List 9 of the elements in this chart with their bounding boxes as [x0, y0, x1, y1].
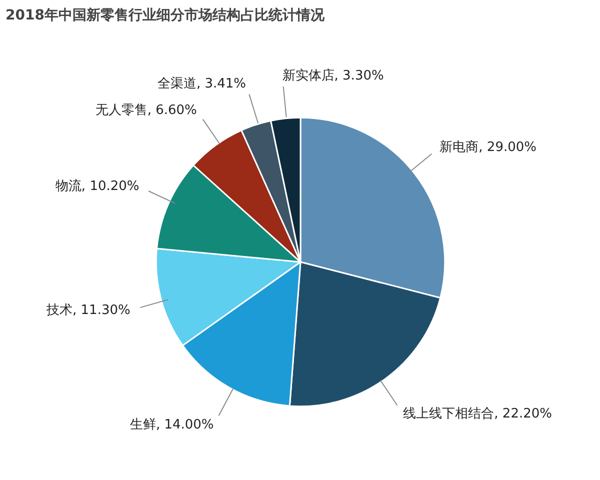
slice-label: 线上线下相结合, 22.20%	[403, 406, 552, 422]
slice-label: 新电商, 29.00%	[440, 140, 536, 155]
chart-title: 2018年中国新零售行业细分市场结构占比统计情况	[6, 6, 326, 24]
slice-label: 物流, 10.20%	[55, 178, 140, 194]
slice-label: 无人零售, 6.60%	[95, 103, 197, 118]
slice-label: 全渠道, 3.41%	[157, 76, 246, 92]
slice-label: 新实体店, 3.30%	[282, 67, 384, 84]
slice-label: 生鲜, 14.00%	[130, 417, 214, 432]
slice-label: 技术, 11.30%	[46, 302, 130, 318]
